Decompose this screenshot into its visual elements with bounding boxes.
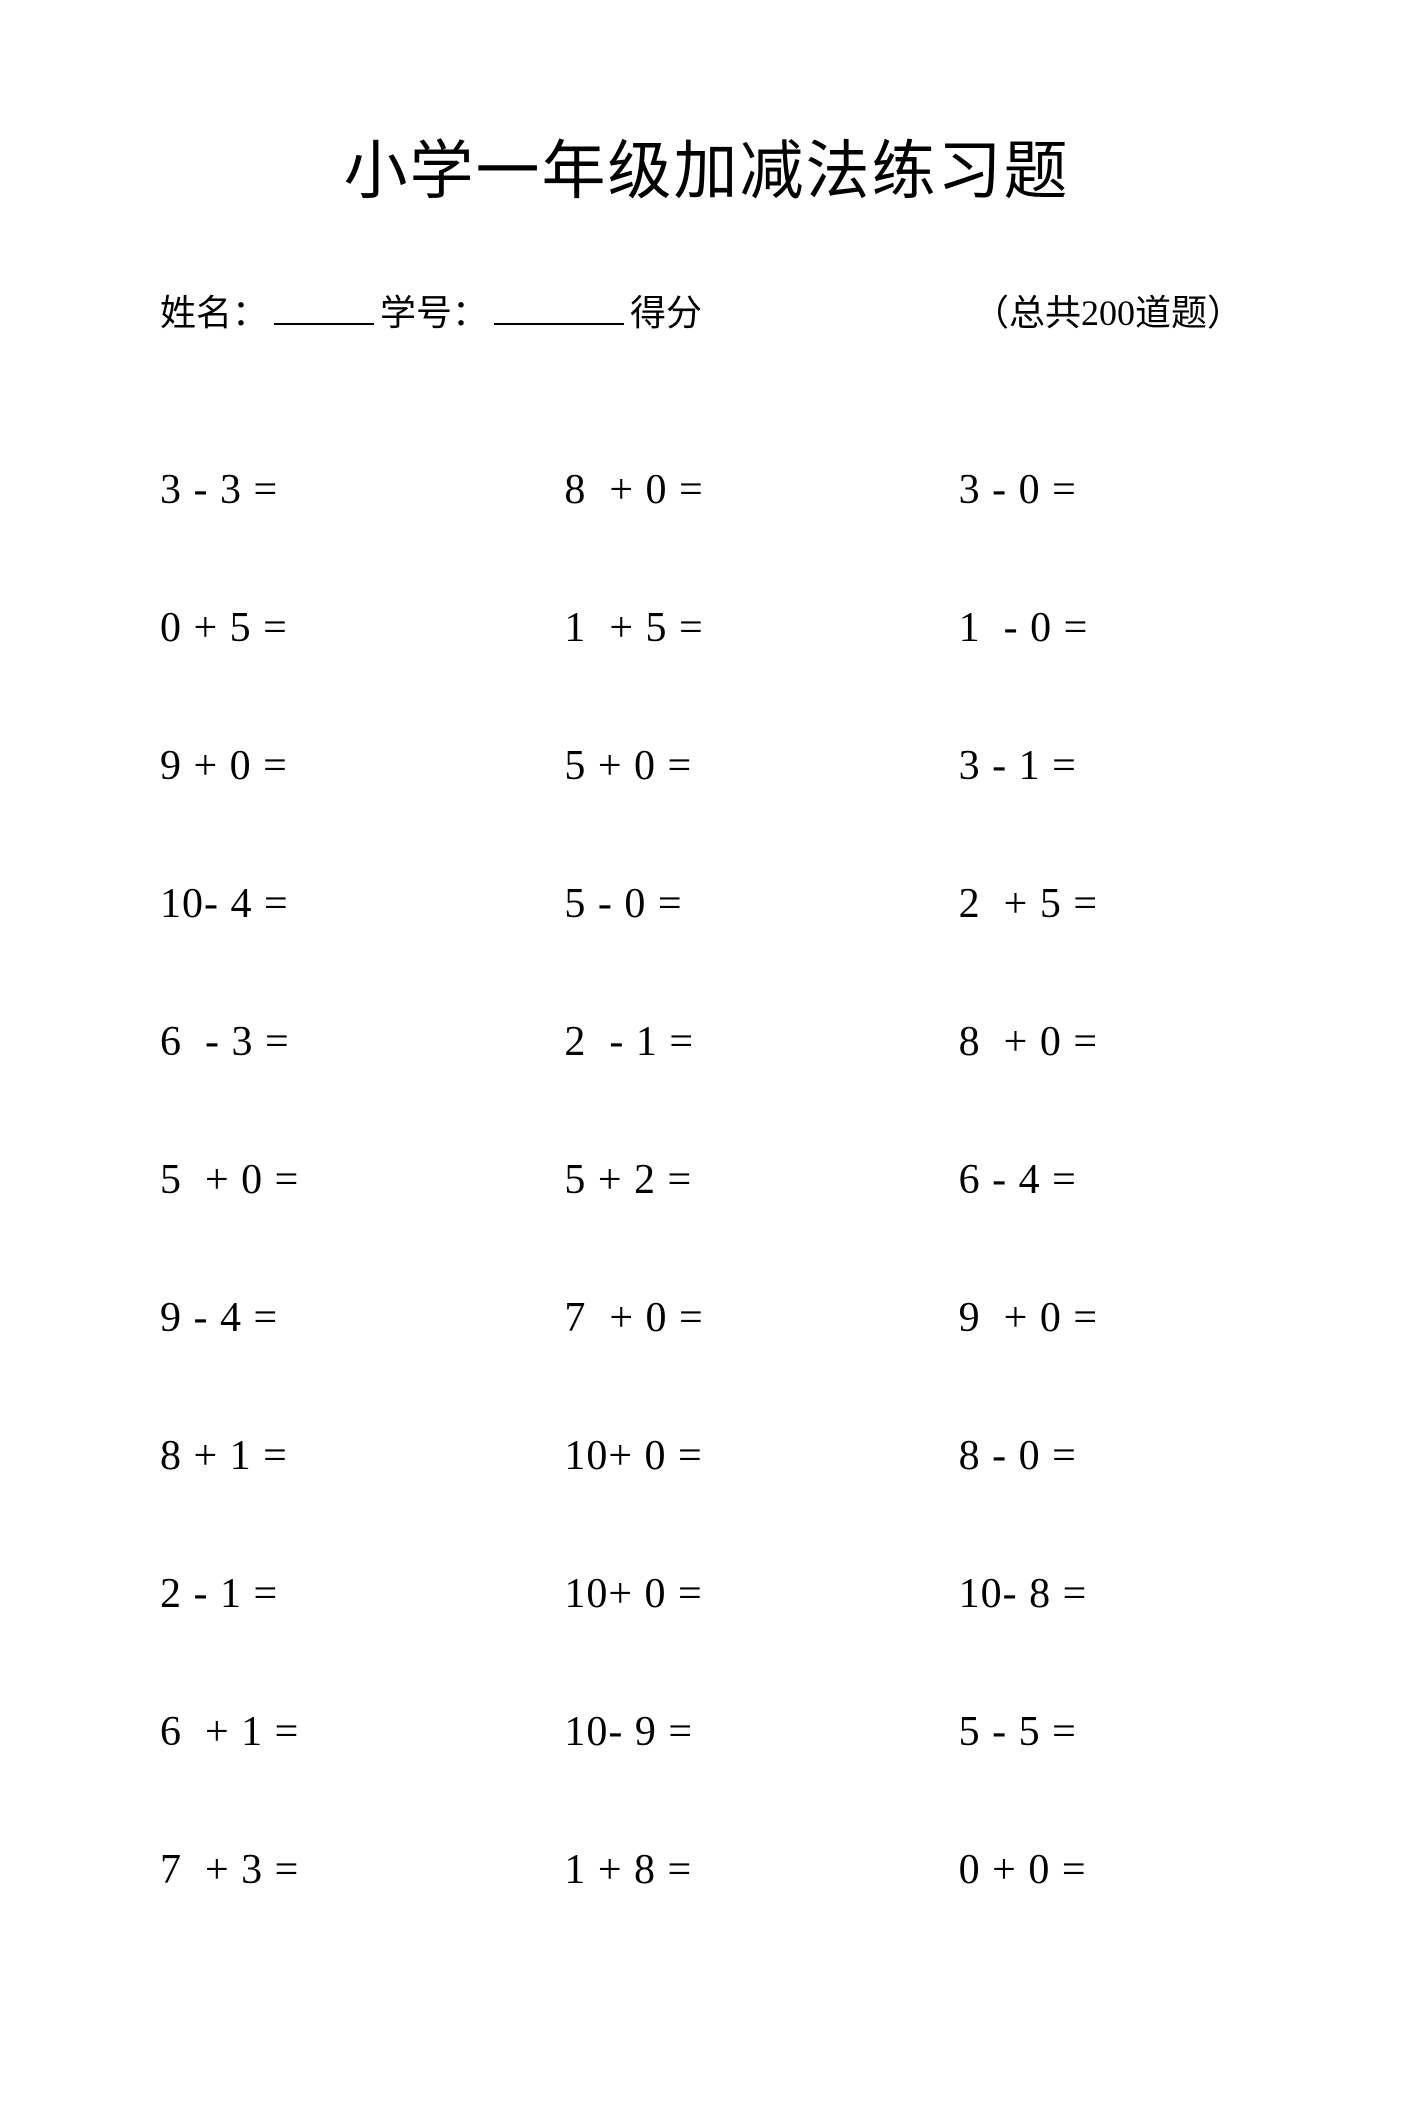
total-count: 200 (1081, 293, 1135, 333)
info-row: 姓名： 学号： 得分 （总共200道题） (150, 282, 1263, 336)
problem-cell: 6 - 3 = (160, 1018, 514, 1066)
problem-cell: 7 + 3 = (160, 1846, 514, 1894)
problem-cell: 1 + 8 = (534, 1846, 888, 1894)
problem-cell: 10+ 0 = (534, 1570, 888, 1618)
problem-cell: 10- 8 = (909, 1570, 1263, 1618)
problem-cell: 10- 9 = (534, 1708, 888, 1756)
problem-cell: 5 + 0 = (534, 742, 888, 790)
problem-cell: 10+ 0 = (534, 1432, 888, 1480)
info-left: 姓名： 学号： 得分 (160, 282, 702, 336)
problem-cell: 5 + 2 = (534, 1156, 888, 1204)
id-label: 学号： (380, 284, 488, 336)
name-blank (274, 282, 374, 325)
problem-cell: 0 + 5 = (160, 604, 514, 652)
problem-cell: 2 + 5 = (909, 880, 1263, 928)
problem-cell: 0 + 0 = (909, 1846, 1263, 1894)
problem-cell: 3 - 1 = (909, 742, 1263, 790)
problem-cell: 9 + 0 = (160, 742, 514, 790)
score-label: 得分 (630, 284, 702, 336)
problem-cell: 8 + 1 = (160, 1432, 514, 1480)
problem-cell: 6 - 4 = (909, 1156, 1263, 1204)
problem-cell: 3 - 0 = (909, 466, 1263, 514)
problem-cell: 5 - 5 = (909, 1708, 1263, 1756)
total-label: （总共200道题） (973, 284, 1243, 336)
total-suffix: 道题） (1135, 293, 1243, 333)
total-prefix: （总共 (973, 293, 1081, 333)
problem-cell: 2 - 1 = (534, 1018, 888, 1066)
problem-cell: 5 + 0 = (160, 1156, 514, 1204)
problem-cell: 1 + 5 = (534, 604, 888, 652)
problem-cell: 8 - 0 = (909, 1432, 1263, 1480)
problem-cell: 6 + 1 = (160, 1708, 514, 1756)
problem-cell: 3 - 3 = (160, 466, 514, 514)
problem-cell: 5 - 0 = (534, 880, 888, 928)
name-label: 姓名： (160, 284, 268, 336)
problem-cell: 2 - 1 = (160, 1570, 514, 1618)
problem-cell: 9 - 4 = (160, 1294, 514, 1342)
problem-cell: 9 + 0 = (909, 1294, 1263, 1342)
problem-cell: 7 + 0 = (534, 1294, 888, 1342)
problem-cell: 1 - 0 = (909, 604, 1263, 652)
page-title: 小学一年级加减法练习题 (150, 120, 1263, 212)
problems-grid: 3 - 3 = 8 + 0 = 3 - 0 = 0 + 5 = 1 + 5 = … (150, 466, 1263, 1894)
id-blank (494, 282, 624, 325)
problem-cell: 10- 4 = (160, 880, 514, 928)
problem-cell: 8 + 0 = (909, 1018, 1263, 1066)
problem-cell: 8 + 0 = (534, 466, 888, 514)
